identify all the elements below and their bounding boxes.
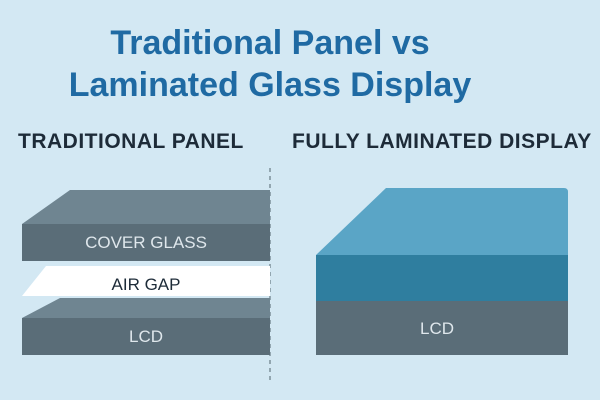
lcd-label-traditional: LCD [129,327,163,346]
title-line-1: Traditional Panel vs [110,24,430,62]
lcd-label-laminated: LCD [420,319,454,338]
traditional-panel-heading: TRADITIONAL PANEL [18,130,244,153]
laminated-bonded-layer [316,255,568,301]
laminated-display-stack: LCD [316,188,568,355]
laminated-display-heading: FULLY LAMINATED DISPLAY [292,130,592,153]
air-gap-layer [22,266,270,296]
laminated-glass-top-face [316,188,568,255]
cover-glass-top-face [22,190,270,224]
lcd-layer-traditional [22,318,270,355]
cover-glass-layer [22,224,270,261]
cover-glass-label: COVER GLASS [85,233,207,252]
lcd-layer-laminated [316,301,568,355]
lcd-top-face [22,298,270,318]
page-title: Traditional Panel vs Laminated Glass Dis… [0,22,540,106]
air-gap-label: AIR GAP [112,275,181,294]
traditional-panel-stack: COVER GLASS AIR GAP LCD [22,190,270,355]
title-line-2: Laminated Glass Display [68,66,472,104]
